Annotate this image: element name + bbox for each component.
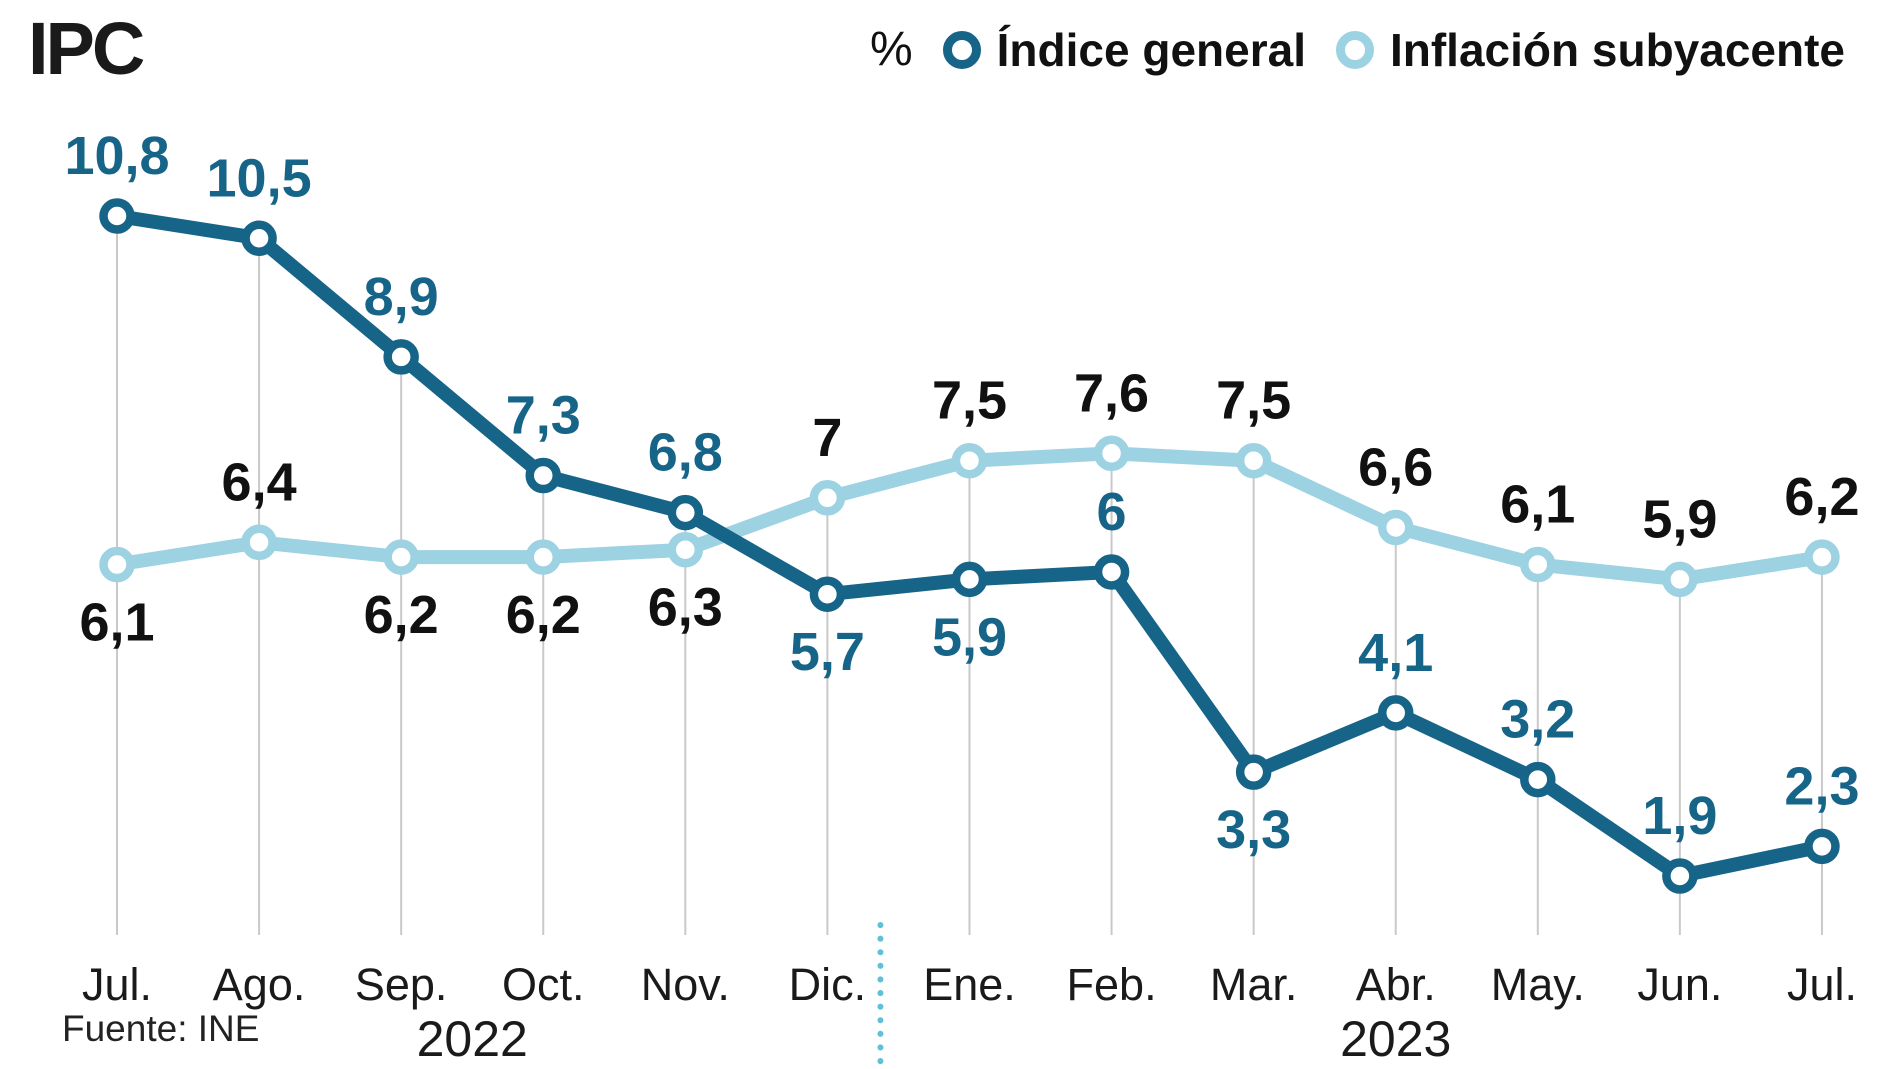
legend-marker-light-icon: [1335, 30, 1374, 69]
value-label: 6,2: [364, 585, 439, 645]
legend-marker-dark-icon: [942, 30, 981, 69]
data-point: [99, 198, 135, 234]
value-label: 8,9: [364, 267, 439, 327]
data-point: [99, 546, 135, 583]
x-axis-label: Mar.: [1210, 959, 1298, 1010]
legend-item-indice-general: Índice general: [942, 23, 1306, 77]
data-point: [1804, 828, 1840, 865]
x-axis-label: May.: [1491, 959, 1585, 1010]
source-label: Fuente: INE: [62, 1008, 260, 1049]
value-label: 3,3: [1216, 800, 1291, 860]
value-label: 2,3: [1784, 756, 1859, 816]
x-axis-label: Ago.: [213, 959, 306, 1010]
data-point: [241, 220, 277, 257]
data-point: [525, 539, 561, 575]
value-label: 6,4: [222, 452, 297, 512]
value-label: 6,2: [1784, 467, 1859, 527]
x-axis-label: Dic.: [789, 959, 867, 1010]
data-point: [951, 442, 988, 479]
x-axis-label: Feb.: [1067, 959, 1157, 1010]
data-point: [383, 339, 419, 375]
value-label: 5,7: [790, 622, 865, 682]
data-point: [1804, 539, 1840, 575]
data-point: [1520, 761, 1556, 798]
legend-item-inflacion-subyacente: Inflación subyacente: [1335, 23, 1845, 77]
value-label: 1,9: [1642, 786, 1717, 846]
x-axis-label: Sep.: [355, 959, 448, 1010]
value-label: 6,2: [506, 585, 581, 645]
value-label: 6,8: [648, 423, 723, 483]
data-point: [1093, 554, 1130, 590]
value-label: 6,1: [79, 593, 154, 653]
data-point: [1662, 858, 1698, 894]
chart-legend: % Índice general Inflación subyacente: [870, 22, 1845, 77]
unit-label: %: [869, 23, 913, 76]
x-axis-label: Nov.: [641, 959, 730, 1010]
data-point: [1093, 435, 1130, 472]
x-axis-label: Abr.: [1356, 959, 1436, 1010]
value-label: 3,2: [1500, 690, 1575, 750]
year-label: 2023: [1340, 1011, 1451, 1067]
chart-title: IPC: [28, 7, 145, 90]
data-point: [667, 531, 704, 568]
value-label: 5,9: [932, 607, 1007, 667]
data-point: [809, 576, 846, 612]
value-label: 7,6: [1074, 363, 1149, 423]
value-label: 10,5: [207, 148, 312, 208]
x-axis-label: Jul.: [82, 959, 152, 1010]
value-label: 7,5: [1216, 371, 1291, 431]
value-label: 7,5: [932, 371, 1007, 431]
data-point: [809, 480, 846, 516]
data-point: [525, 457, 561, 494]
x-axis-label: Jun.: [1637, 959, 1722, 1010]
data-point: [1235, 754, 1272, 790]
data-point: [1377, 695, 1414, 731]
data-point: [1520, 546, 1556, 583]
data-point: [383, 539, 419, 575]
value-label: 6,6: [1358, 437, 1433, 497]
data-point: [951, 561, 988, 598]
data-point: [667, 494, 704, 531]
legend-label-indice-general: Índice general: [996, 23, 1306, 76]
x-axis-label: Jul.: [1787, 959, 1857, 1010]
data-point: [1662, 561, 1698, 598]
value-label: 6,3: [648, 578, 723, 638]
value-label: 5,9: [1642, 489, 1717, 549]
value-label: 4,1: [1358, 623, 1433, 683]
year-label: 2022: [417, 1011, 528, 1067]
x-axis-label: Oct.: [502, 959, 585, 1010]
value-label: 7,3: [506, 386, 581, 446]
value-label: 7: [812, 408, 842, 468]
value-label: 10,8: [64, 126, 169, 186]
data-point: [241, 524, 277, 561]
value-label: 6: [1097, 482, 1127, 542]
x-axis-label: Ene.: [923, 959, 1016, 1010]
legend-label-inflacion-subyacente: Inflación subyacente: [1389, 23, 1845, 76]
data-point: [1235, 442, 1272, 479]
value-label: 6,1: [1500, 475, 1575, 535]
data-point: [1377, 509, 1414, 546]
